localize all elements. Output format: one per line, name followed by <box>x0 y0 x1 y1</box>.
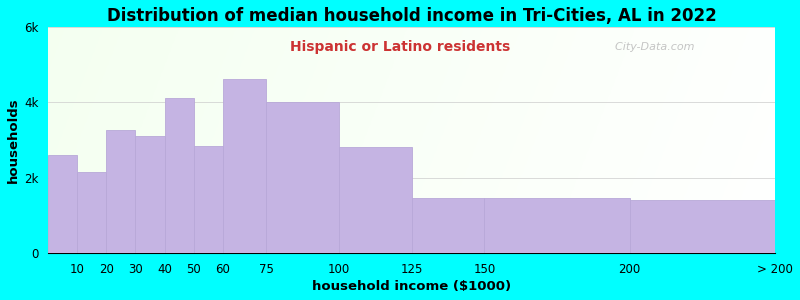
Bar <box>194 146 222 253</box>
Bar <box>412 198 484 253</box>
Bar <box>339 147 412 253</box>
Bar <box>630 200 775 253</box>
Text: Hispanic or Latino residents: Hispanic or Latino residents <box>290 40 510 53</box>
Title: Distribution of median household income in Tri-Cities, AL in 2022: Distribution of median household income … <box>106 7 717 25</box>
Y-axis label: households: households <box>7 97 20 183</box>
Text: City-Data.com: City-Data.com <box>608 42 694 52</box>
Bar <box>165 98 194 253</box>
Bar <box>222 80 266 253</box>
Bar <box>48 155 78 253</box>
Bar <box>266 102 339 253</box>
Bar <box>78 172 106 253</box>
Bar <box>106 130 135 253</box>
Bar <box>484 198 630 253</box>
X-axis label: household income ($1000): household income ($1000) <box>312 280 511 293</box>
Bar <box>135 136 165 253</box>
